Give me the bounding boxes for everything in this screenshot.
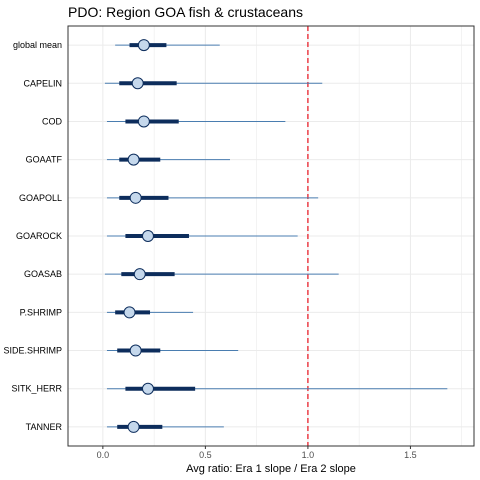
- y-tick-label: GOAATF: [26, 155, 63, 165]
- x-tick-label: 1.5: [404, 450, 417, 460]
- median-point: [137, 115, 150, 128]
- y-tick-label: TANNER: [26, 422, 63, 432]
- median-point: [129, 344, 142, 357]
- chart-title: PDO: Region GOA fish & crustaceans: [68, 4, 303, 20]
- x-tick-label: 0.0: [97, 450, 110, 460]
- x-axis-label: Avg ratio: Era 1 slope / Era 2 slope: [186, 463, 356, 475]
- y-tick-label: COD: [42, 116, 63, 126]
- y-tick-label: global mean: [13, 40, 62, 50]
- interval-marks: [104, 39, 448, 433]
- median-point: [129, 191, 142, 204]
- y-tick-label: P.SHRIMP: [20, 307, 62, 317]
- panel-border: [67, 25, 475, 447]
- median-point: [127, 420, 140, 433]
- median-point: [141, 230, 154, 242]
- y-axis-labels: global mean CAPELIN COD GOAATF GOAPOLL GOAROC…: [3, 40, 62, 432]
- median-point: [133, 268, 146, 281]
- y-tick-label: GOAPOLL: [19, 193, 62, 203]
- x-axis-ticks: 0.0 0.5 1.0 1.5: [97, 446, 417, 460]
- x-tick-label: 1.0: [302, 450, 315, 460]
- median-point: [131, 77, 144, 90]
- y-tick-label: GOASAB: [24, 269, 62, 279]
- y-tick-label: GOAROCK: [16, 231, 62, 241]
- median-point: [123, 306, 136, 319]
- y-tick-label: CAPELIN: [23, 78, 62, 88]
- x-tick-label: 0.5: [199, 450, 212, 460]
- median-point: [127, 153, 140, 166]
- y-tick-label: SITK_HERR: [11, 384, 62, 394]
- y-tick-label: SIDE.SHRIMP: [3, 346, 62, 356]
- median-point: [137, 39, 150, 52]
- median-point: [141, 382, 154, 395]
